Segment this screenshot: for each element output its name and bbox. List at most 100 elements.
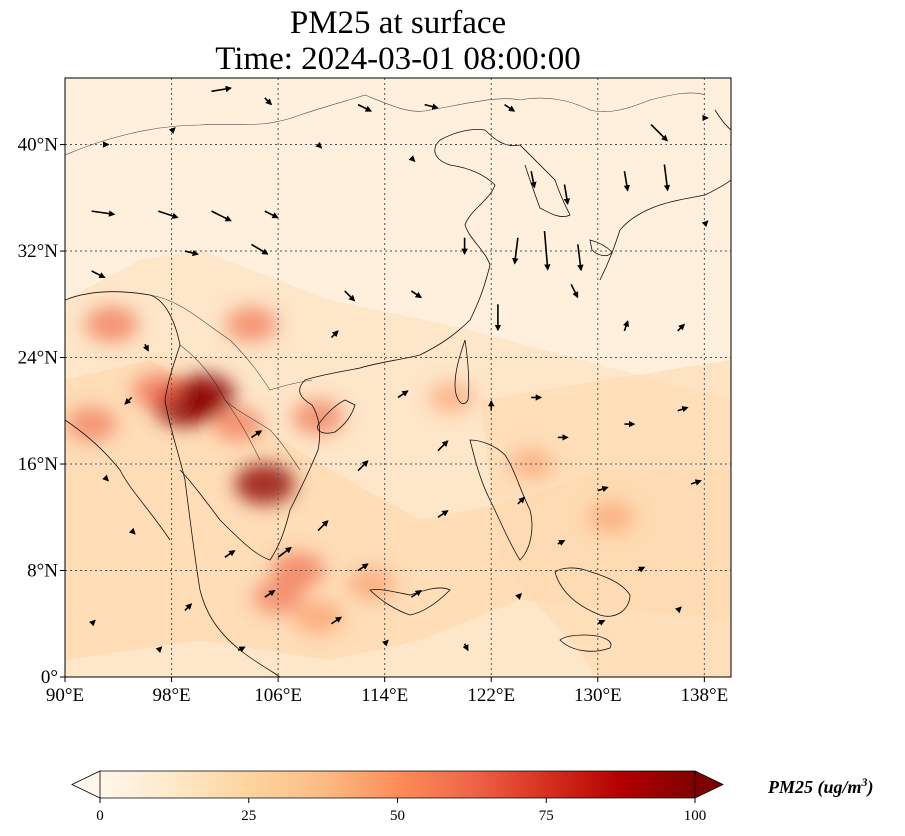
pm25-hotspot (347, 567, 395, 600)
colorbar: 0 25 50 75 100 (71, 770, 724, 824)
colorbar-tick-label: 100 (684, 808, 707, 824)
latitude-tick-label: 24°N (18, 348, 59, 369)
colorbar-max-extension (694, 770, 724, 799)
wind-vector-arrow (462, 643, 469, 652)
wind-vector-arrow (515, 593, 522, 600)
colorbar-tick-label: 75 (539, 808, 554, 824)
colorbar-tick-label: 50 (390, 808, 405, 824)
wind-vector-arrow (570, 283, 579, 299)
wind-vector-arrow (88, 619, 96, 627)
wind-vector-arrow (102, 474, 110, 482)
wind-vector-arrow (251, 243, 269, 255)
wind-vector-arrow (330, 616, 343, 625)
wind-vector-arrow (597, 486, 609, 493)
colorbar-gradient (100, 771, 695, 798)
wind-vector-arrow (563, 184, 571, 205)
latitude-axis: 0° 8°N 16°N 24°N 32°N 40°N (18, 135, 65, 688)
wind-vector-arrow (264, 590, 276, 598)
wind-vector-arrow (424, 103, 439, 110)
pm25-hotspot (292, 399, 344, 435)
longitude-axis: 90°E 98°E 106°E 114°E 122°E 130°E 138°E (46, 677, 728, 706)
longitude-tick-label: 130°E (574, 685, 622, 706)
wind-vector-arrow (597, 619, 606, 626)
colorbar-min-extension (71, 770, 101, 799)
latitude-tick-label: 8°N (27, 561, 58, 582)
coastlines (65, 109, 731, 677)
longitude-tick-label: 90°E (46, 685, 84, 706)
wind-vector-arrow (408, 155, 416, 162)
pm25-hotspot (588, 501, 635, 533)
colorbar-tick-label: 0 (96, 808, 104, 824)
wind-vector-arrow (530, 171, 537, 189)
wind-vector-arrow (237, 646, 246, 653)
wind-vector-arrow (128, 527, 136, 535)
wind-vector-arrow (168, 127, 176, 134)
wind-vector-arrow (577, 244, 584, 272)
longitude-tick-label: 114°E (361, 685, 408, 706)
wind-vector-arrow (124, 396, 133, 405)
wind-vector-arrow (317, 520, 329, 532)
wind-vector-arrow (677, 323, 686, 332)
pm25-hotspot (234, 463, 295, 505)
pm25-hotspot (66, 407, 117, 442)
pm25-hotspot (428, 381, 475, 413)
wind-vector-arrow (91, 270, 106, 279)
wind-vector-arrow (264, 97, 273, 106)
wind-vector-arrow (637, 566, 646, 573)
wind-vector-arrow (344, 290, 356, 302)
pm25-hotspot (293, 600, 343, 634)
wind-vector-arrow (623, 171, 630, 192)
wind-vector-arrow (690, 479, 702, 486)
map-frame (64, 77, 732, 678)
colorbar-tick-label: 25 (241, 808, 256, 824)
wind-vector-arrow (504, 103, 516, 112)
map-timestamp: Time: 2024-03-01 08:00:00 (215, 41, 581, 77)
wind-vector-arrow (91, 210, 116, 217)
wind-vector-arrow (650, 124, 668, 142)
latitude-tick-label: 16°N (18, 454, 59, 475)
pm25-hotspots (66, 306, 635, 634)
longitude-tick-label: 106°E (254, 685, 302, 706)
latitude-tick-label: 0° (41, 667, 58, 688)
wind-vector-arrow (224, 550, 236, 558)
wind-vector-arrow (410, 590, 422, 598)
wind-vector-arrow (357, 103, 372, 112)
wind-vector-arrow (410, 290, 422, 299)
longitude-tick-label: 98°E (152, 685, 190, 706)
wind-vector-arrow (512, 237, 519, 265)
pm25-hotspot (213, 407, 264, 442)
wind-vector-arrow (142, 343, 149, 352)
pm25-hotspot (225, 306, 278, 342)
wind-vector-arrow (184, 603, 193, 612)
wind-vector-arrow (437, 510, 449, 518)
wind-vector-arrow (157, 210, 179, 219)
wind-vector-arrow (543, 231, 551, 271)
wind-vector-arrow (381, 639, 389, 647)
wind-vector-field (88, 85, 709, 654)
wind-vector-arrow (622, 320, 630, 332)
wind-vector-arrow (701, 220, 709, 228)
wind-vector-arrow (357, 563, 369, 572)
map-plot-area: 90°E 98°E 106°E 114°E 122°E 130°E 138°E 0° 8°N 1… (18, 77, 732, 706)
wind-vector-arrow (184, 249, 199, 257)
longitude-tick-label: 122°E (467, 685, 515, 706)
colorbar-label: PM25 (ug/m3) (768, 775, 874, 797)
wind-vector-arrow (211, 210, 232, 222)
colorbar-ticks: 0 25 50 75 100 (96, 798, 706, 824)
wind-vector-arrow (251, 430, 263, 439)
wind-vector-arrow (357, 460, 369, 472)
wind-vector-arrow (675, 606, 682, 614)
pm25-hotspot (174, 373, 236, 416)
map-title: PM25 at surface (289, 5, 507, 41)
wind-vector-arrow (315, 141, 323, 149)
wind-vector-arrow (557, 539, 566, 546)
wind-vector-arrow (397, 390, 409, 399)
pm25-hotspot (85, 306, 139, 343)
pm25-hotspot (253, 580, 304, 615)
wind-vector-arrow (677, 406, 689, 413)
wind-vector-arrow (155, 646, 163, 654)
wind-vector-arrow (663, 164, 671, 192)
wind-vector-arrow (277, 546, 292, 558)
wind-vector-arrow (517, 496, 526, 505)
